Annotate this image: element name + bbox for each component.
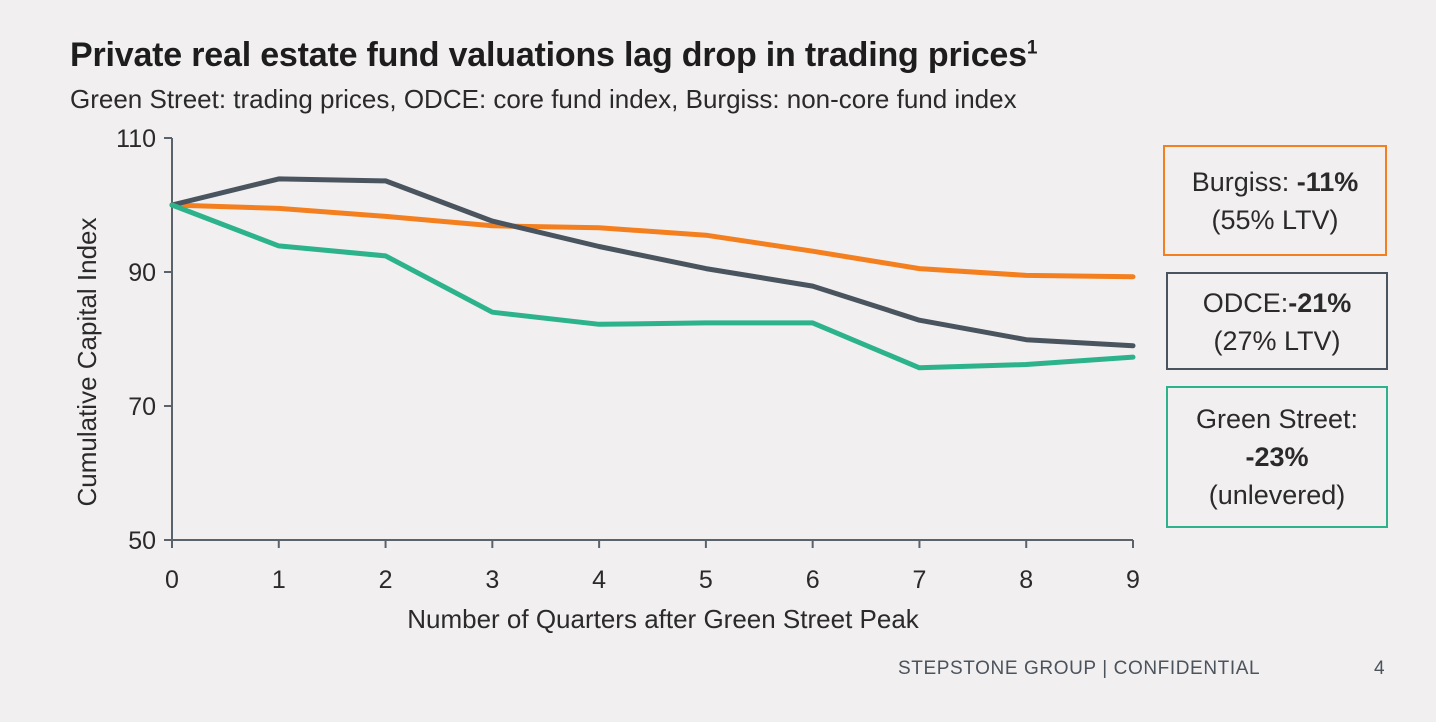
page-number: 4 bbox=[1374, 658, 1385, 679]
y-tick-label: 110 bbox=[116, 125, 156, 153]
x-tick-label: 7 bbox=[912, 566, 926, 594]
x-tick-label: 8 bbox=[1019, 566, 1033, 594]
y-tick-label: 70 bbox=[128, 393, 156, 421]
legend-odce-value: -21% bbox=[1288, 288, 1352, 318]
legend-green-name: Green Street: bbox=[1195, 404, 1359, 434]
x-tick-label: 9 bbox=[1126, 566, 1140, 594]
chart-title: Private real estate fund valuations lag … bbox=[70, 36, 1038, 74]
x-tick-label: 5 bbox=[699, 566, 713, 594]
y-axis-label: Cumulative Capital Index bbox=[72, 217, 102, 506]
x-tick-label: 0 bbox=[165, 566, 179, 594]
x-tick-label: 3 bbox=[485, 566, 499, 594]
legend-burgiss-note: (55% LTV) bbox=[1211, 205, 1339, 235]
legend-burgiss-name: Burgiss: bbox=[1191, 167, 1290, 197]
chart-series bbox=[169, 176, 1136, 371]
legend-odce-note: (27% LTV) bbox=[1213, 326, 1341, 356]
chart-axes: 50 70 90 110 0 1 2 3 4 5 6 7 8 9 bbox=[116, 125, 1140, 594]
legend-green-value: -23% bbox=[1245, 442, 1309, 472]
x-axis-label: Number of Quarters after Green Street Pe… bbox=[407, 604, 920, 634]
legend-burgiss-value: -11% bbox=[1296, 167, 1359, 197]
y-tick-label: 50 bbox=[128, 527, 156, 555]
legend-box-odce: ODCE:-21% (27% LTV) bbox=[1166, 272, 1388, 370]
series-line-green-street bbox=[169, 202, 1136, 371]
footer-text: STEPSTONE GROUP | CONFIDENTIAL bbox=[898, 658, 1261, 679]
legend-box-green-street: Green Street: -23% (unlevered) bbox=[1166, 386, 1388, 528]
y-tick-label: 90 bbox=[128, 259, 156, 287]
x-tick-label: 1 bbox=[272, 566, 286, 594]
chart-subtitle: Green Street: trading prices, ODCE: core… bbox=[70, 84, 1017, 114]
legend-odce-name: ODCE: bbox=[1202, 288, 1289, 318]
legend-box-burgiss: Burgiss: -11% (55% LTV) bbox=[1163, 145, 1387, 256]
x-tick-label: 2 bbox=[379, 566, 393, 594]
x-tick-label: 4 bbox=[592, 566, 606, 594]
legend-green-note: (unlevered) bbox=[1208, 480, 1346, 510]
series-line-burgiss bbox=[169, 202, 1136, 280]
x-tick-label: 6 bbox=[806, 566, 820, 594]
series-line-odce bbox=[169, 176, 1136, 349]
